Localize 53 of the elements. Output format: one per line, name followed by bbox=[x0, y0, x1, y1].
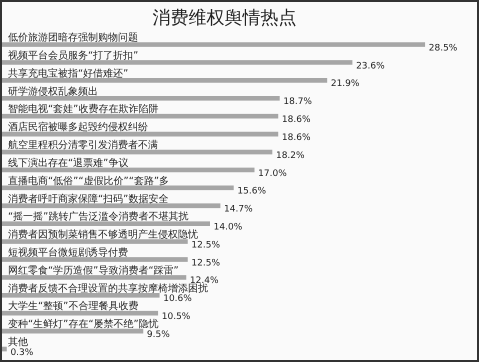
data-label: 18.2% bbox=[276, 150, 306, 161]
data-label: 18.6% bbox=[282, 132, 311, 143]
y-tick-label: 消费者呼吁商家保障“扫码”数据安全 bbox=[8, 192, 168, 205]
bar bbox=[2, 78, 328, 83]
y-tick-label: 研学游侵权乱象频出 bbox=[8, 85, 98, 98]
data-label: 18.6% bbox=[282, 115, 311, 126]
data-label: 21.9% bbox=[330, 79, 360, 90]
bar bbox=[2, 186, 234, 190]
y-tick-label: 航空里程积分清零引发消费者不满 bbox=[8, 139, 158, 152]
bar bbox=[2, 275, 186, 280]
bar bbox=[2, 114, 278, 119]
bar bbox=[2, 292, 160, 298]
bar bbox=[2, 328, 144, 334]
bar bbox=[2, 42, 426, 47]
data-label: 28.5% bbox=[428, 43, 458, 54]
data-label: 12.5% bbox=[191, 240, 220, 250]
data-label: 9.5% bbox=[146, 330, 170, 340]
y-tick-label: 共享充电宝被指“好借难还” bbox=[8, 67, 128, 80]
y-tick-label: 消费者因预制菜销售不够透明产生侵权隐忧 bbox=[8, 228, 198, 241]
data-label: 10.5% bbox=[162, 312, 191, 322]
y-tick-label: 大学生“整顿”不合理餐具收费 bbox=[8, 300, 138, 312]
y-tick-label: 智能电视“套娃”收费存在欺诈陷阱 bbox=[8, 103, 158, 116]
data-label: 0.3% bbox=[10, 348, 34, 358]
data-label: 14.0% bbox=[214, 222, 243, 233]
bar bbox=[2, 239, 188, 244]
y-tick-label: 线下演出存在“退票难”争议 bbox=[8, 156, 128, 169]
y-tick-label: 低价旅游团暗存强制购物问题 bbox=[8, 32, 138, 44]
bar bbox=[2, 60, 352, 65]
chart-title: 消费维权舆情热点 bbox=[152, 7, 296, 28]
bar bbox=[2, 346, 7, 352]
y-tick-label: 其他 bbox=[8, 336, 28, 348]
data-label: 17.0% bbox=[258, 168, 288, 179]
data-label: 10.6% bbox=[163, 294, 192, 304]
bar bbox=[2, 257, 188, 262]
bar bbox=[2, 203, 220, 208]
y-tick-label: 直播电商“低俗”“虚假比价”“套路”多 bbox=[8, 174, 170, 187]
bar bbox=[2, 132, 278, 136]
y-tick-label: 变种“生鲜灯”存在“屡禁不绝”隐忧 bbox=[8, 318, 159, 330]
y-tick-label: “摇一摇”跳转广告泛滥令消费者不堪其扰 bbox=[8, 210, 188, 223]
bar bbox=[2, 96, 280, 101]
data-label: 14.7% bbox=[224, 204, 254, 215]
bar bbox=[2, 150, 272, 154]
y-tick-label: 短视频平台微短剧诱导付费 bbox=[8, 246, 128, 258]
y-tick-label: 酒店民宿被曝多起毁约侵权纠纷 bbox=[8, 121, 148, 134]
data-label: 18.7% bbox=[283, 97, 312, 108]
bar bbox=[2, 310, 158, 316]
data-label: 12.5% bbox=[191, 258, 220, 268]
y-tick-label: 网红零食“学历造假”导致消费者“踩雷” bbox=[8, 264, 179, 276]
bar bbox=[2, 168, 254, 172]
y-tick-label: 视频平台会员服务“打了折扣” bbox=[8, 49, 138, 62]
data-label: 23.6% bbox=[356, 61, 386, 72]
data-label: 15.6% bbox=[237, 186, 266, 197]
bar bbox=[2, 221, 210, 226]
